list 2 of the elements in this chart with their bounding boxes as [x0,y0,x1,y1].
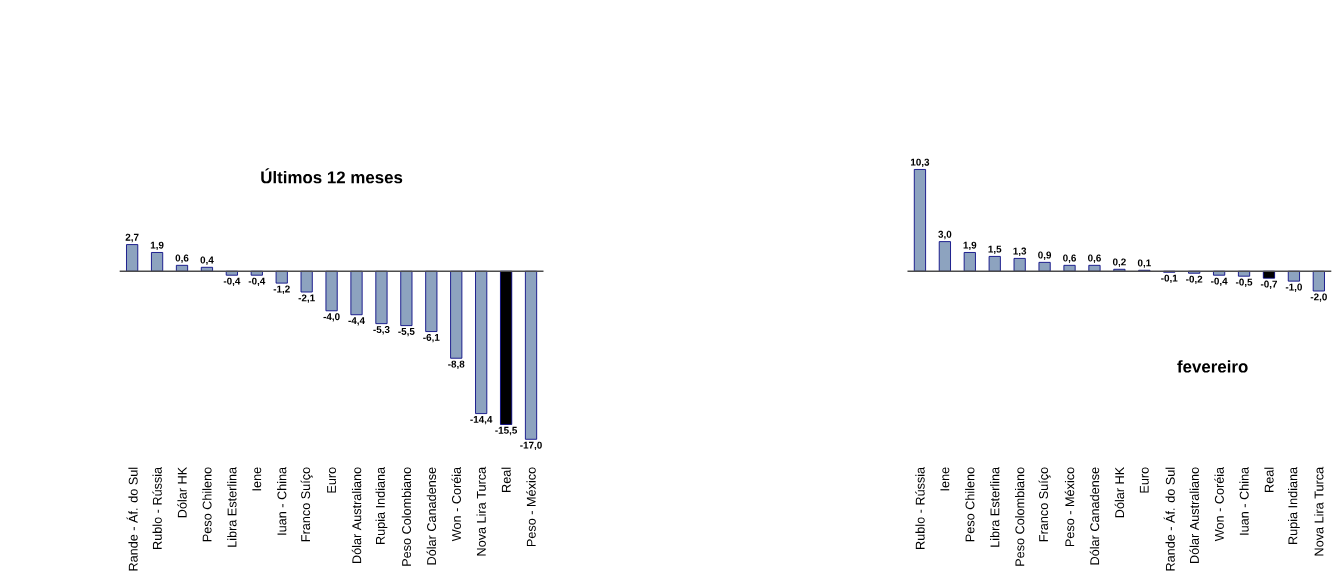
text: fevereiro [1177,359,1248,373]
chart-title: Últimos 12 meses [261,167,403,184]
